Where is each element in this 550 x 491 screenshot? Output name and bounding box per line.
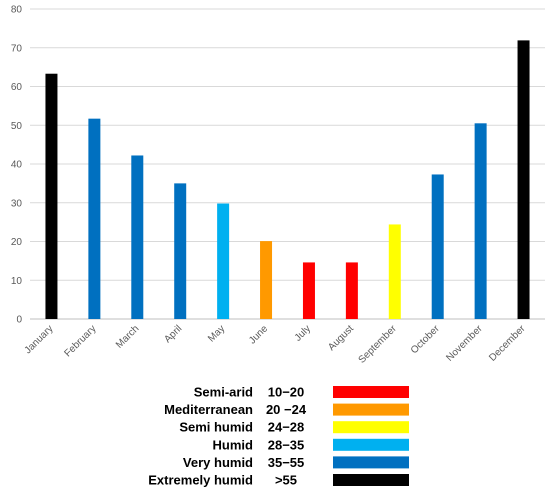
x-tick-label: November [444, 323, 485, 364]
x-tick-label: July [293, 323, 313, 343]
bar-october [431, 174, 444, 319]
x-tick-label: January [23, 323, 56, 356]
x-axis-ticks: January February March April May June July Augu… [23, 323, 528, 366]
y-axis-ticks: 0 10 20 30 40 50 60 70 80 [11, 5, 23, 326]
legend-label: Humid [213, 437, 254, 452]
bar-june [260, 241, 273, 319]
legend-swatch [333, 403, 409, 416]
y-tick-label: 70 [11, 43, 23, 54]
y-tick-label: 50 [11, 121, 23, 132]
legend-range: 20 −24 [266, 402, 307, 417]
gridlines [30, 8, 545, 320]
y-tick-label: 80 [11, 5, 23, 16]
x-tick-label: February [62, 323, 98, 359]
legend-range: 10−20 [268, 385, 305, 400]
bar-april [174, 183, 187, 319]
y-tick-label: 0 [16, 315, 22, 326]
x-tick-label: June [247, 323, 270, 346]
legend-range: 35−55 [268, 455, 305, 470]
bars [45, 40, 530, 320]
bar-february [88, 118, 101, 319]
legend-range: 28−35 [268, 437, 305, 452]
bar-march [131, 155, 144, 319]
legend-swatch [333, 438, 409, 451]
legend: Semi-arid 10−20 Mediterranean 20 −24 Semi hu… [148, 385, 409, 488]
x-tick-label: May [206, 323, 227, 344]
y-tick-label: 30 [11, 198, 23, 209]
x-tick-label: December [487, 323, 528, 364]
x-tick-label: April [162, 323, 184, 345]
x-tick-label: October [409, 323, 442, 356]
legend-label: Mediterranean [164, 402, 253, 417]
x-tick-label: August [326, 323, 356, 353]
legend-label: Semi humid [179, 420, 253, 435]
bar-august [345, 262, 358, 319]
x-tick-label: March [114, 323, 141, 350]
legend-swatch [333, 386, 409, 398]
y-tick-label: 10 [11, 276, 23, 287]
legend-label: Very humid [183, 455, 253, 470]
legend-range: 24−28 [268, 420, 305, 435]
legend-label: Semi-arid [194, 385, 253, 400]
bar-september [388, 224, 401, 319]
bar-may [217, 203, 230, 319]
y-tick-label: 60 [11, 82, 23, 93]
bar-december [517, 40, 530, 319]
legend-label: Extremely humid [148, 473, 253, 488]
legend-swatch [333, 421, 409, 434]
legend-swatch [333, 456, 409, 469]
y-tick-label: 20 [11, 237, 23, 248]
bar-january [45, 73, 58, 320]
bar-november [474, 123, 487, 319]
legend-range: >55 [275, 473, 297, 488]
y-tick-label: 40 [11, 160, 23, 171]
legend-swatch [333, 474, 409, 486]
bar-july [302, 262, 315, 319]
x-tick-label: September [357, 323, 400, 366]
